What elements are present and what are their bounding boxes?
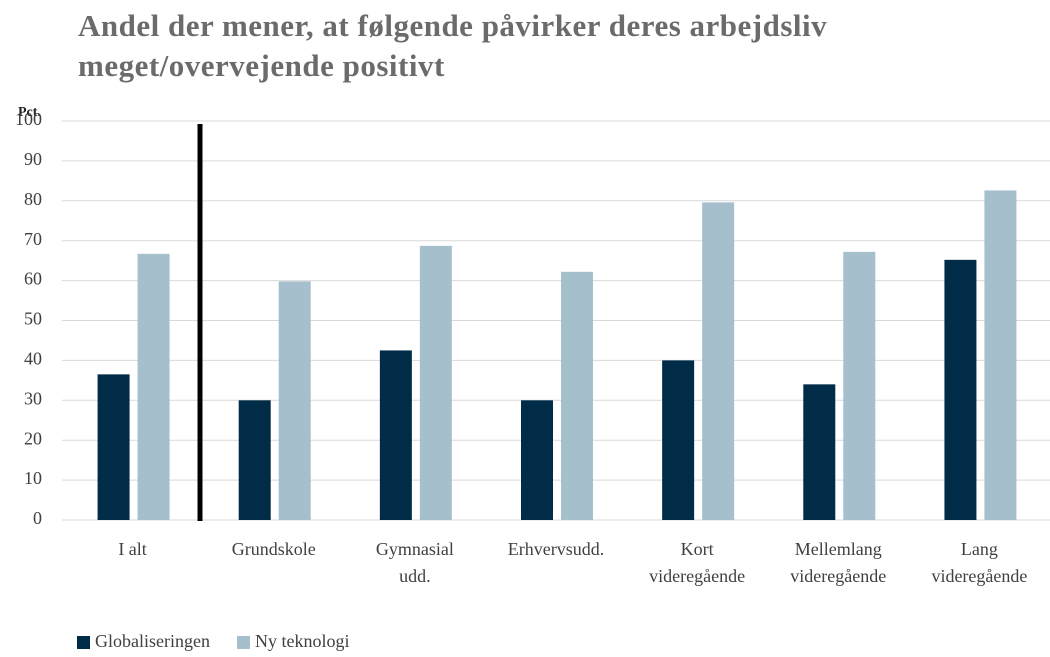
x-tick-label: I alt bbox=[118, 539, 147, 559]
bar bbox=[702, 202, 735, 520]
y-tick-label: 50 bbox=[24, 309, 42, 329]
bar bbox=[521, 400, 553, 520]
bar bbox=[843, 251, 876, 520]
x-tick-label: videregående bbox=[649, 566, 745, 586]
y-tick-label: 30 bbox=[24, 388, 42, 408]
legend-swatch bbox=[77, 636, 90, 649]
bar bbox=[803, 384, 836, 520]
y-tick-label: 60 bbox=[24, 269, 42, 289]
y-tick-label: 10 bbox=[24, 468, 42, 488]
y-tick-label: 80 bbox=[24, 189, 42, 209]
x-tick-label: Mellemlang bbox=[795, 539, 882, 559]
legend-label: Globaliseringen bbox=[95, 631, 210, 651]
bar bbox=[419, 245, 452, 520]
x-tick-label: videregående bbox=[931, 566, 1027, 586]
y-axis-label: Pct. bbox=[18, 105, 41, 120]
bar bbox=[561, 271, 593, 520]
x-tick-label: Grundskole bbox=[232, 539, 316, 559]
y-tick-label: 70 bbox=[24, 229, 42, 249]
legend-label: Ny teknologi bbox=[255, 631, 350, 651]
x-tick-label: Kort bbox=[681, 539, 714, 559]
bar bbox=[278, 281, 311, 520]
bar bbox=[137, 253, 170, 520]
y-tick-label: 40 bbox=[24, 349, 42, 369]
x-tick-label: Erhvervsudd. bbox=[508, 539, 604, 559]
y-tick-label: 100 bbox=[15, 109, 42, 129]
x-tick-label: videregående bbox=[790, 566, 886, 586]
bar bbox=[379, 350, 412, 520]
bar bbox=[662, 360, 695, 520]
bar bbox=[984, 190, 1017, 520]
bar bbox=[944, 259, 977, 520]
x-tick-label: Lang bbox=[961, 539, 998, 559]
bar bbox=[238, 400, 271, 520]
y-tick-label: 20 bbox=[24, 428, 42, 448]
bar bbox=[97, 374, 130, 520]
x-tick-label: udd. bbox=[399, 566, 431, 586]
legend-swatch bbox=[237, 636, 250, 649]
chart-title: Andel der mener, at følgende påvirker de… bbox=[78, 8, 828, 83]
y-tick-label: 0 bbox=[33, 508, 42, 528]
x-tick-label: Gymnasial bbox=[376, 539, 454, 559]
y-tick-label: 90 bbox=[24, 149, 42, 169]
